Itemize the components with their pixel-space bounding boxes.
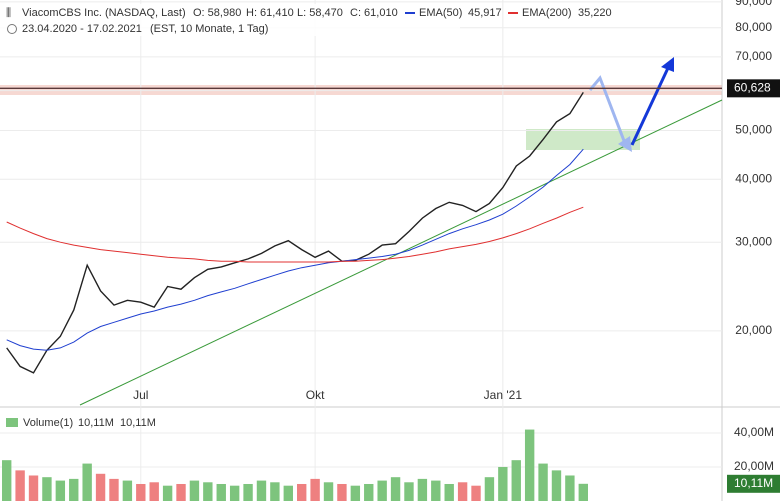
volume-title: Volume(1) <box>23 417 73 429</box>
volume-bar <box>189 480 200 501</box>
x-tick-label: Jul <box>133 388 148 402</box>
volume-bar <box>69 478 79 501</box>
legend-value: 35,220 <box>578 7 612 19</box>
volume-marker-box <box>727 474 780 493</box>
header-bg <box>0 4 460 36</box>
volume-bar <box>42 477 52 501</box>
volume-bar <box>109 478 119 501</box>
volume-bar <box>431 480 441 501</box>
volume-bar <box>149 482 159 501</box>
volume-bar <box>2 460 12 501</box>
support-zone <box>526 129 640 150</box>
volume-marker-label: 10,11M <box>734 476 773 490</box>
date-range: 23.04.2020 - 17.02.2021 <box>22 23 142 35</box>
open: O: 58,980 <box>193 7 241 19</box>
volume-bar <box>404 482 414 501</box>
volume-bar <box>283 485 293 501</box>
info: (EST, 10 Monate, 1 Tag) <box>150 23 268 35</box>
volume-bar <box>162 485 173 501</box>
volume-bar <box>203 482 213 501</box>
volume-bar <box>122 480 133 501</box>
legend-label: EMA(200) <box>522 7 572 19</box>
price-line <box>6 92 584 374</box>
y-tick-label: 70,000 <box>735 49 772 63</box>
volume-bar <box>364 483 374 501</box>
price-marker-label: 60,628 <box>734 81 771 95</box>
price-marker-box <box>727 79 780 98</box>
volume-bar <box>471 485 481 501</box>
volume-bar <box>243 483 253 501</box>
volume-bar <box>457 482 468 501</box>
volume-bar <box>484 477 495 501</box>
volume-bar <box>578 483 588 501</box>
volume-value: 10,11M <box>78 417 114 429</box>
high: H: 61,410 <box>246 7 294 19</box>
volume-bar <box>256 480 267 501</box>
volume-value: 10,11M <box>120 417 156 429</box>
volume-bar <box>511 460 521 501</box>
volume-bar <box>270 482 280 501</box>
low: L: 58,470 <box>297 7 343 19</box>
volume-bar <box>390 477 401 501</box>
price-line <box>6 148 584 351</box>
x-tick-label: Okt <box>306 388 325 402</box>
arrowhead <box>661 57 674 72</box>
resistance-band <box>0 85 722 95</box>
volume-bar <box>82 463 92 501</box>
volume-bar <box>229 485 240 501</box>
y-tick-label: 40,000 <box>735 171 772 185</box>
volume-bar <box>95 473 106 501</box>
volume-bar <box>444 483 454 501</box>
volume-bar <box>377 480 387 501</box>
volume-bar <box>310 478 320 501</box>
close: C: 61,010 <box>350 7 398 19</box>
clock-icon <box>7 24 17 34</box>
volume-bar <box>297 483 307 501</box>
volume-bar <box>136 483 146 501</box>
y-tick-label: 50,000 <box>735 123 772 137</box>
y-tick-label: 20,000 <box>735 323 772 337</box>
volume-bar <box>216 483 226 501</box>
volume-bar <box>176 483 186 501</box>
volume-bar <box>28 475 39 501</box>
price-line <box>6 206 584 263</box>
y-tick-label: 90,000 <box>735 0 772 8</box>
arrowhead <box>618 136 632 152</box>
forecast-arrow-down <box>588 75 628 147</box>
volume-bar <box>524 429 535 501</box>
volume-bar <box>350 485 361 501</box>
legend-value: 45,917 <box>468 7 502 19</box>
legend-label: EMA(50) <box>419 7 462 19</box>
volume-bar <box>15 470 25 501</box>
icon: ⫼ <box>6 7 11 19</box>
volume-bar <box>417 478 428 501</box>
volume-bar <box>538 463 548 501</box>
forecast-arrow-up <box>630 67 670 146</box>
y-tick-label: 80,000 <box>735 20 772 34</box>
volume-bar <box>55 480 66 501</box>
volume-bar <box>498 466 508 501</box>
title: ViacomCBS Inc. (NASDAQ, Last) <box>22 7 186 19</box>
y-tick-label: 40,00M <box>734 425 774 439</box>
volume-icon <box>6 418 18 427</box>
y-tick-label: 20,00M <box>734 459 774 473</box>
volume-bar <box>323 482 334 501</box>
volume-bar <box>551 470 562 501</box>
volume-bar <box>337 483 347 501</box>
volume-bar <box>565 475 575 501</box>
y-tick-label: 30,000 <box>735 234 772 248</box>
x-tick-label: Jan '21 <box>484 388 523 402</box>
